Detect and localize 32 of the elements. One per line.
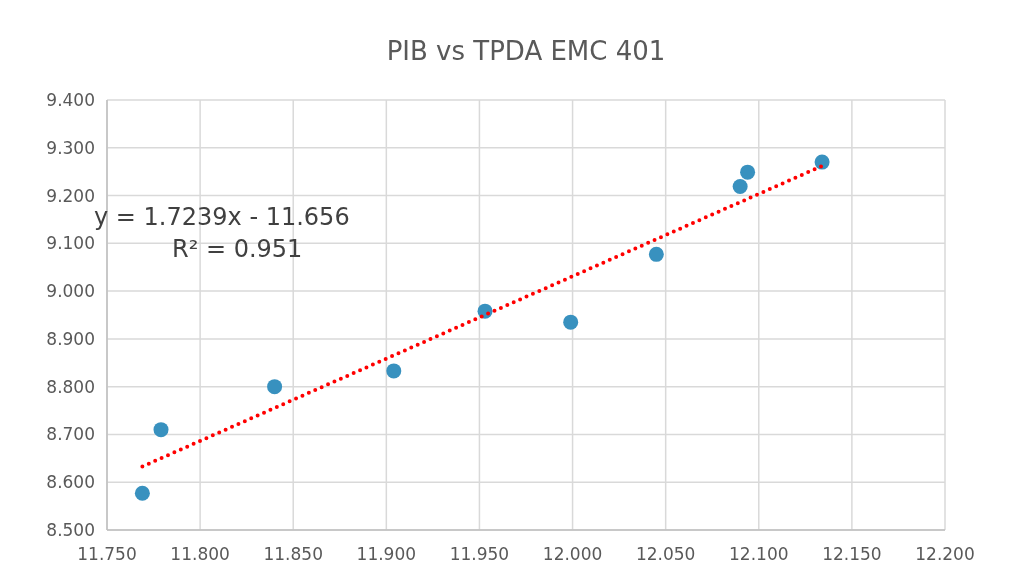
chart-title: PIB vs TPDA EMC 401 bbox=[386, 36, 666, 66]
x-tick-label: 12.150 bbox=[822, 544, 882, 564]
y-tick-label: 8.800 bbox=[46, 376, 95, 397]
point bbox=[134, 485, 150, 501]
point bbox=[153, 422, 169, 438]
point bbox=[732, 178, 748, 194]
x-tick-label: 12.100 bbox=[729, 544, 789, 564]
annotation: R² = 0.951 bbox=[172, 235, 303, 263]
x-tick-label: 11.900 bbox=[356, 544, 417, 564]
x-tick-label: 11.950 bbox=[449, 544, 510, 564]
x-tick-label: 11.750 bbox=[77, 544, 137, 564]
y-tick-label: 8.900 bbox=[46, 328, 95, 349]
y-tick-label: 9.400 bbox=[46, 90, 95, 110]
y-tick-label: 8.500 bbox=[46, 520, 95, 540]
y-tick-label: 9.000 bbox=[46, 281, 95, 302]
x-tick-label: 11.850 bbox=[263, 544, 323, 564]
y-tick-label: 9.300 bbox=[46, 137, 95, 158]
y-tick-label: 8.700 bbox=[46, 424, 95, 445]
x-tick-label: 12.000 bbox=[542, 544, 603, 564]
point bbox=[563, 314, 579, 330]
x-tick-label: 12.200 bbox=[915, 544, 975, 564]
point bbox=[386, 363, 402, 379]
point bbox=[267, 379, 283, 395]
annotation: y = 1.7239x - 11.656 bbox=[94, 203, 350, 231]
point bbox=[648, 246, 664, 262]
x-tick-label: 12.050 bbox=[635, 544, 696, 564]
point bbox=[740, 164, 756, 180]
y-tick-label: 8.600 bbox=[46, 472, 95, 493]
y-tick-label: 9.100 bbox=[46, 233, 95, 254]
x-tick-label: 11.800 bbox=[170, 544, 230, 564]
point bbox=[814, 154, 830, 170]
y-tick-label: 9.200 bbox=[46, 185, 95, 206]
